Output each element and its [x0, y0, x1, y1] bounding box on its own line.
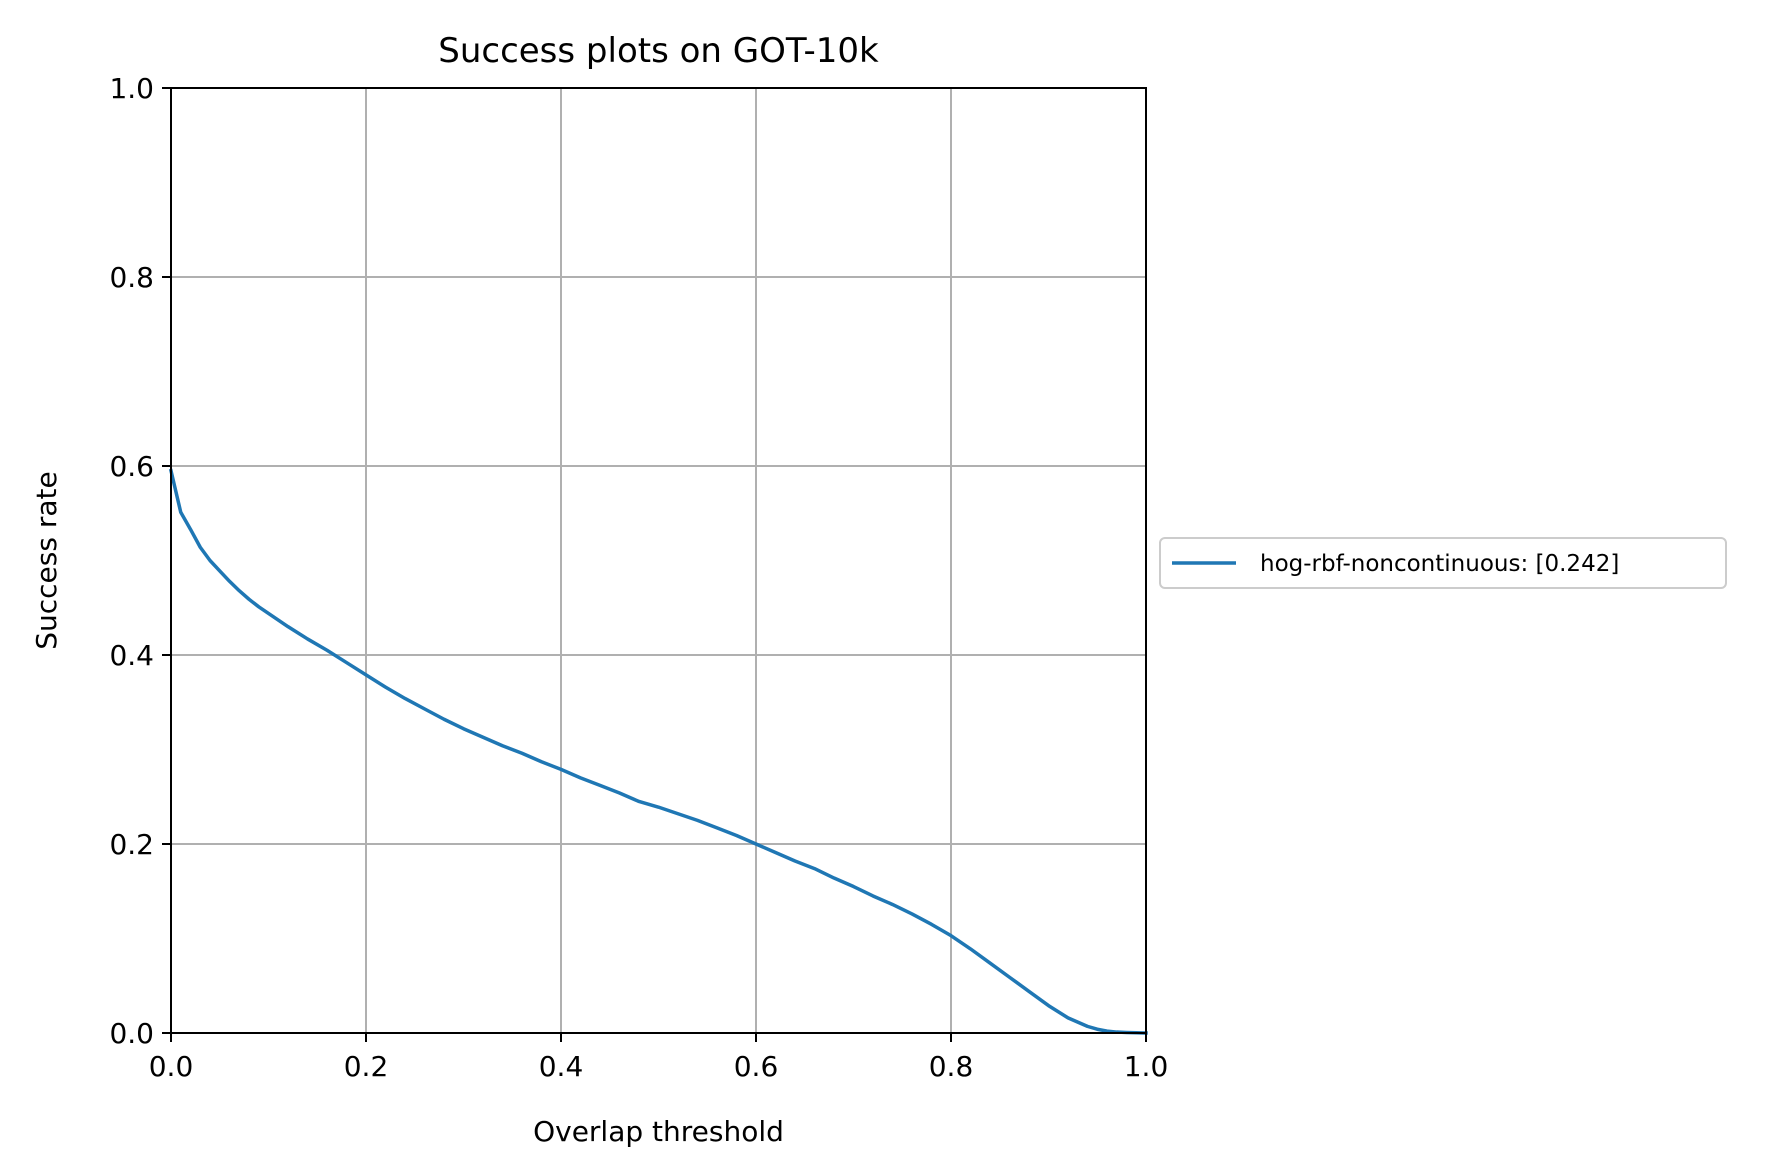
x-tick-label: 0.4: [539, 1050, 584, 1083]
legend-box: [1159, 537, 1727, 589]
y-tick-label: 0.4: [109, 639, 154, 672]
x-tick-label: 1.0: [1124, 1050, 1169, 1083]
y-tick-label: 1.0: [109, 72, 154, 105]
x-tick-label: 0.0: [149, 1050, 194, 1083]
y-tick-label: 0.2: [109, 828, 154, 861]
y-tick-label: 0.8: [109, 261, 154, 294]
y-tick-label: 0.6: [109, 450, 154, 483]
y-tick-label: 0.0: [109, 1017, 154, 1050]
chart-title: Success plots on GOT-10k: [438, 31, 879, 71]
series-lines: [168, 468, 1148, 1035]
y-axis-label: Success rate: [30, 471, 63, 650]
x-tick-label: 0.8: [929, 1050, 974, 1083]
x-tick-label: 0.2: [344, 1050, 389, 1083]
legend: hog-rbf-noncontinuous: [0.242]: [1159, 537, 1727, 589]
legend-label: hog-rbf-noncontinuous: [0.242]: [1260, 551, 1619, 577]
axes-frame: [170, 87, 1147, 1034]
axis-ticks: 0.0 0.2 0.4 0.6 0.8 1.0 0.0 0.2 0.4 0.6 0.8 1.0: [109, 72, 1168, 1083]
series-line: [168, 468, 1148, 1035]
x-axis-label: Overlap threshold: [533, 1115, 784, 1148]
x-tick-label: 0.6: [734, 1050, 779, 1083]
